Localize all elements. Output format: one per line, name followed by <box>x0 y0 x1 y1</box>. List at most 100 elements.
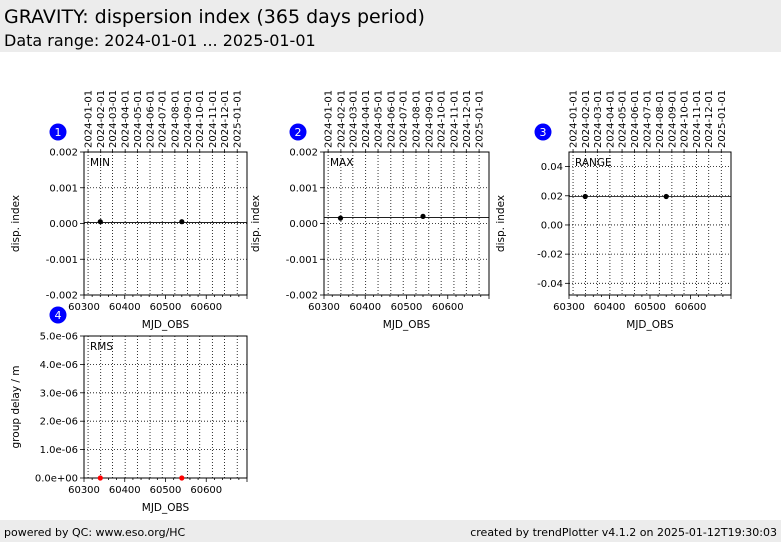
y-tick-label: 0.002 <box>289 148 318 159</box>
panel-number-label: 3 <box>540 126 547 139</box>
date-tick-label: 2024-08-01 <box>655 90 666 148</box>
data-point <box>420 213 426 219</box>
plot-label: MAX <box>330 157 353 169</box>
date-tick-label: 2024-04-01 <box>121 90 132 148</box>
date-tick-label: 2024-09-01 <box>183 90 194 148</box>
plot-label: RMS <box>90 341 113 353</box>
panel-number-label: 4 <box>55 309 62 322</box>
x-tick-label: 60400 <box>109 485 141 496</box>
data-point <box>663 193 669 200</box>
y-tick-label: 0.02 <box>541 191 563 202</box>
x-axis-label: MJD_OBS <box>142 502 190 514</box>
date-tick-label: 2025-01-01 <box>717 90 728 148</box>
plot-label: RANGE <box>575 157 612 169</box>
y-tick-label: 4.0e-06 <box>40 360 78 371</box>
y-tick-label: 5.0e-06 <box>40 332 78 343</box>
y-axis-label: disp. index <box>250 195 262 252</box>
date-tick-label: 2024-04-01 <box>605 90 616 148</box>
chart-panel-3: 60300 60400 60500 60600 0.04 0.02 0.00 -0.02 -0.… <box>495 90 732 331</box>
y-axis-label: group delay / m <box>10 366 22 449</box>
date-tick-label: 2024-01-01 <box>324 90 335 148</box>
y-tick-label: -0.001 <box>46 255 78 266</box>
x-tick-label: 60500 <box>150 302 182 313</box>
data-point <box>97 219 103 225</box>
plot-label: MIN <box>90 157 110 169</box>
report-footer: powered by QC: www.eso.org/HC created by… <box>0 520 781 542</box>
y-axis-label: disp. index <box>10 195 22 252</box>
date-tick-label: 2024-06-01 <box>386 90 397 148</box>
plot-frame <box>568 151 732 296</box>
y-tick-label: 0.002 <box>49 148 78 159</box>
date-tick-label: 2024-11-01 <box>208 90 219 148</box>
panel-number-badge <box>49 306 67 324</box>
y-tick-label: -0.02 <box>537 250 563 261</box>
chart-panel-2: 60300 60400 60500 60600 0.002 0.001 0.000 -0.00… <box>250 90 490 331</box>
x-axis-label: MJD_OBS <box>383 319 431 331</box>
y-tick-label: 0.001 <box>289 183 318 194</box>
date-tick-label: 2024-03-01 <box>348 90 359 148</box>
page-title: GRAVITY: dispersion index (365 days peri… <box>4 6 425 28</box>
x-tick-label: 60400 <box>109 302 141 313</box>
x-tick-label: 60600 <box>675 302 707 313</box>
y-tick-label: 0.0e+00 <box>35 474 78 485</box>
date-tick-label: 2025-01-01 <box>475 90 486 148</box>
date-tick-label: 2024-07-01 <box>399 90 410 148</box>
chart-panel-1: 60300 60400 60500 60600 0.002 0.001 0.000 -0.00… <box>10 90 248 331</box>
y-tick-label: 1.0e-06 <box>40 445 78 456</box>
data-point <box>337 215 344 221</box>
report-header: GRAVITY: dispersion index (365 days peri… <box>0 0 781 52</box>
y-tick-label: -0.001 <box>286 255 318 266</box>
date-tick-label: 2024-07-01 <box>158 90 169 148</box>
date-tick-label: 2024-10-01 <box>437 90 448 148</box>
x-axis-label: MJD_OBS <box>626 319 674 331</box>
date-tick-label: 2024-09-01 <box>424 90 435 148</box>
powered-by-text: powered by QC: www.eso.org/HC <box>4 526 186 539</box>
y-tick-label: -0.002 <box>46 291 78 302</box>
data-point <box>179 219 185 225</box>
y-tick-label: 0.000 <box>289 219 318 230</box>
x-tick-label: 60300 <box>308 302 340 313</box>
date-tick-label: 2024-08-01 <box>411 90 422 148</box>
data-point <box>179 475 185 481</box>
chart-panel-4: 60300 60400 60500 60600 5.0e-06 4.0e-06 3.0e-0… <box>10 306 248 514</box>
date-tick-label: 2024-05-01 <box>374 90 385 148</box>
x-tick-label: 60600 <box>190 485 222 496</box>
trend-plots: 60300 60400 60500 606000.0020.0010.000-0.00… <box>10 90 732 514</box>
y-tick-label: -0.002 <box>286 291 318 302</box>
y-tick-label: -0.04 <box>537 279 563 290</box>
date-tick-label: 2024-03-01 <box>593 90 604 148</box>
date-tick-label: 2024-07-01 <box>642 90 653 148</box>
x-tick-label: 60500 <box>391 302 423 313</box>
x-tick-label: 60400 <box>349 302 381 313</box>
date-tick-label: 2024-05-01 <box>618 90 629 148</box>
created-by-text: created by trendPlotter v4.1.2 on 2025-0… <box>470 526 777 539</box>
date-tick-label: 2024-01-01 <box>84 90 95 148</box>
y-axis-label: disp. index <box>495 195 507 252</box>
data-range-subtitle: Data range: 2024-01-01 ... 2025-01-01 <box>4 31 316 50</box>
panel-number-badge <box>534 123 552 141</box>
date-tick-label: 2024-02-01 <box>581 90 592 148</box>
x-tick-label: 60500 <box>150 485 182 496</box>
date-tick-label: 2024-11-01 <box>449 90 460 148</box>
panel-number-label: 1 <box>55 126 62 139</box>
x-tick-label: 60300 <box>68 302 100 313</box>
data-point <box>582 193 588 200</box>
date-tick-label: 2024-03-01 <box>108 90 119 148</box>
panel-number-badge <box>289 123 307 141</box>
x-tick-label: 60600 <box>432 302 464 313</box>
plot-frame <box>83 335 248 479</box>
date-tick-label: 2024-01-01 <box>569 90 580 148</box>
date-tick-label: 2024-02-01 <box>96 90 107 148</box>
date-tick-label: 2024-12-01 <box>704 90 715 148</box>
date-tick-label: 2024-06-01 <box>146 90 157 148</box>
x-tick-label: 60400 <box>594 302 626 313</box>
x-tick-label: 60300 <box>68 485 100 496</box>
date-tick-label: 2024-09-01 <box>667 90 678 148</box>
y-tick-label: 0.04 <box>541 162 563 173</box>
y-tick-label: 0.001 <box>49 183 78 194</box>
date-tick-label: 2024-02-01 <box>336 90 347 148</box>
y-tick-label: 0.00 <box>541 220 563 231</box>
date-tick-label: 2024-10-01 <box>195 90 206 148</box>
x-tick-label: 60500 <box>634 302 666 313</box>
y-tick-label: 2.0e-06 <box>40 417 78 428</box>
